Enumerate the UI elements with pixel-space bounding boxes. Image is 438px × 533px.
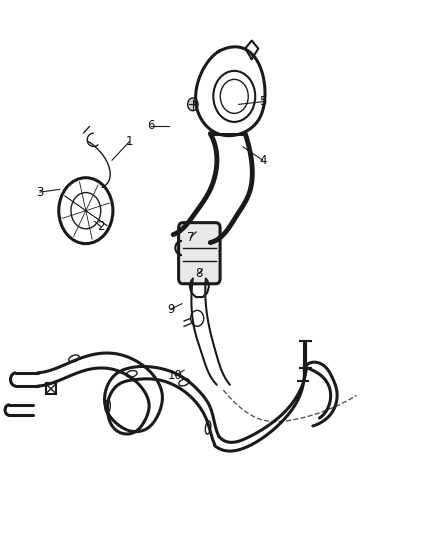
Text: 7: 7 bbox=[187, 231, 194, 244]
Circle shape bbox=[187, 98, 198, 111]
Text: 10: 10 bbox=[168, 369, 183, 382]
Text: 9: 9 bbox=[167, 303, 175, 316]
Text: 5: 5 bbox=[259, 95, 266, 108]
Text: 3: 3 bbox=[36, 185, 44, 199]
Text: 1: 1 bbox=[126, 135, 133, 148]
Text: 2: 2 bbox=[97, 220, 105, 233]
Text: 4: 4 bbox=[259, 154, 266, 167]
Text: 6: 6 bbox=[148, 119, 155, 132]
FancyBboxPatch shape bbox=[179, 223, 220, 284]
Text: 8: 8 bbox=[196, 267, 203, 280]
